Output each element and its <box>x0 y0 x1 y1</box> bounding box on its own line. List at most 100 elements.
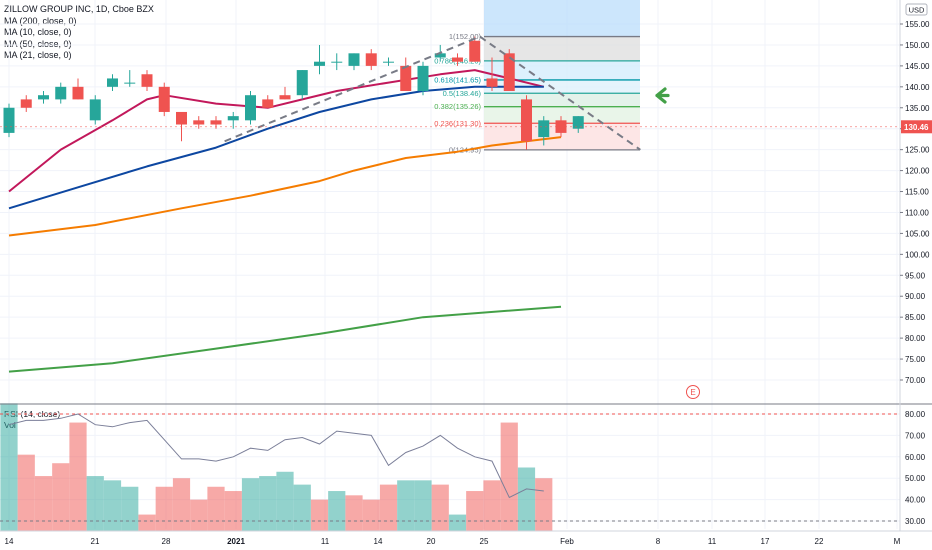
y-tick-label: 145.00 <box>905 62 930 71</box>
moving-average-line <box>8 69 545 193</box>
indicator-ma10[interactable]: MA (10, close, 0) <box>4 27 72 37</box>
grid-lines <box>0 0 900 529</box>
y-tick-label: 95.00 <box>905 271 926 280</box>
rsi-tick-label: 40.00 <box>905 496 926 505</box>
y-tick-label: 120.00 <box>905 167 930 176</box>
candle-body <box>469 40 481 62</box>
candle <box>486 57 498 92</box>
volume-bar <box>17 454 35 531</box>
volume-bars <box>0 403 553 531</box>
candle-body <box>38 95 49 100</box>
fibonacci-retracement: 1(152.00)0.786(146.20)0.618(141.65)0.5(1… <box>434 0 640 154</box>
candle-body <box>521 99 532 142</box>
fib-extension-zone <box>484 0 640 37</box>
currency-button-frame <box>905 3 928 16</box>
earnings-icon[interactable]: E <box>686 385 700 399</box>
candle-body <box>158 86 170 112</box>
candle-body <box>193 120 205 125</box>
candle-body <box>245 95 256 121</box>
volume-bar <box>362 499 380 531</box>
volume-bar <box>155 486 173 531</box>
volume-bar <box>448 514 467 531</box>
volume-bar <box>224 491 242 531</box>
candle-body <box>538 120 550 138</box>
candle <box>245 91 256 125</box>
y-tick-label: 100.00 <box>905 250 930 259</box>
volume-bar <box>379 484 398 531</box>
y-tick-label: 70.00 <box>905 376 926 385</box>
chart-legend: ZILLOW GROUP INC, 1D, Cboe BZX MA (200, … <box>4 4 154 62</box>
candle-body <box>486 78 498 87</box>
volume-bar <box>69 422 87 531</box>
candle-body <box>107 78 118 87</box>
currency-button[interactable]: USD <box>905 3 928 16</box>
candle-body <box>572 116 584 129</box>
rsi-tick-label: 30.00 <box>905 517 926 526</box>
fib-level-label: 0.382(135.26) <box>434 102 481 111</box>
y-tick-label: 140.00 <box>905 83 930 92</box>
volume-bar <box>121 486 139 531</box>
candle <box>107 74 118 92</box>
fib-level-label: 1(152.00) <box>449 32 482 41</box>
volume-bar <box>293 484 311 531</box>
y-tick-label: 115.00 <box>905 188 929 197</box>
candle-body <box>262 99 274 108</box>
y-tick-label: 90.00 <box>905 292 926 301</box>
candle <box>572 116 584 133</box>
candle <box>503 49 515 92</box>
rsi-line <box>8 413 544 499</box>
volume-bar <box>276 471 294 531</box>
volume-bar <box>431 484 449 531</box>
volume-bar <box>52 463 70 531</box>
volume-bar <box>345 495 363 531</box>
volume-bar <box>517 467 536 531</box>
candle <box>331 53 343 71</box>
x-tick-label: 14 <box>374 537 383 546</box>
x-tick-label: 8 <box>656 537 661 546</box>
x-tick-label: 21 <box>91 537 100 546</box>
rsi-tick-label: 60.00 <box>905 453 926 462</box>
candle <box>193 116 205 129</box>
x-tick-label: 25 <box>480 537 489 546</box>
candle <box>158 82 170 117</box>
x-tick-label: 17 <box>761 537 770 546</box>
x-tick-label: Feb <box>560 537 574 546</box>
x-tick-label: 22 <box>815 537 824 546</box>
candle-body <box>176 111 187 125</box>
fib-zone <box>484 60 640 80</box>
candle <box>296 70 308 100</box>
indicator-ma21[interactable]: MA (21, close, 0) <box>4 50 72 60</box>
candle <box>3 103 15 138</box>
y-tick-label: 135.00 <box>905 104 930 113</box>
volume-bar <box>535 478 553 531</box>
candle-body <box>3 107 15 133</box>
y-tick-label: 75.00 <box>905 355 926 364</box>
volume-bar <box>207 486 225 531</box>
candle <box>55 82 67 104</box>
last-price-badge: 130.46 <box>901 120 932 134</box>
candle <box>279 86 291 100</box>
arrow-left-icon <box>655 87 670 104</box>
candle <box>365 49 377 71</box>
candle-body <box>503 53 515 92</box>
earnings-letter: E <box>690 388 695 397</box>
x-tick-label: 28 <box>162 537 171 546</box>
moving-averages <box>8 69 562 373</box>
indicator-ma200[interactable]: MA (200, close, 0) <box>4 15 77 26</box>
volume-bar <box>103 480 122 531</box>
indicator-ma50[interactable]: MA (50, close, 0) <box>4 38 72 49</box>
candle-body <box>400 65 412 92</box>
candle-body <box>331 61 343 63</box>
candle-body <box>296 70 308 96</box>
volume-bar <box>241 478 260 531</box>
candle <box>89 95 101 125</box>
last-price-value: 130.46 <box>904 123 929 132</box>
candle <box>521 95 532 150</box>
moving-average-line <box>8 305 562 373</box>
rsi-indicator <box>0 413 900 522</box>
candle <box>20 95 32 112</box>
x-tick-label: 2021 <box>227 537 245 546</box>
drawing-overlay: E <box>0 35 900 399</box>
candle <box>452 53 463 66</box>
